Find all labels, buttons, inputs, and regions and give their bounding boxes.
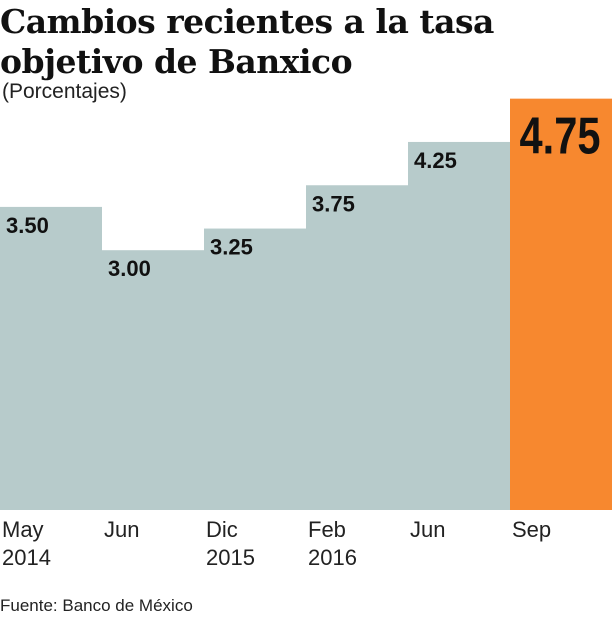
bar	[102, 250, 204, 510]
x-tick-label: 2016	[308, 545, 357, 570]
bar	[408, 141, 510, 510]
bar-chart: 3.50 May 2014 3.00 Jun 3.25 Dic 2015 3.75 Feb 2016…	[0, 98, 612, 570]
data-label: 4.75	[520, 106, 601, 165]
data-label: 3.50	[6, 213, 49, 238]
data-label: 3.00	[108, 256, 151, 281]
data-label: 3.75	[312, 191, 355, 216]
title-line-2: objetivo de Banxico	[0, 42, 353, 81]
x-tick-label: Feb	[308, 517, 346, 542]
x-tick-label: Sep	[512, 517, 551, 542]
bar	[306, 185, 408, 510]
data-label: 3.25	[210, 235, 253, 260]
x-tick-label: Dic	[206, 517, 238, 542]
bar	[204, 228, 306, 511]
source-note: Fuente: Banco de México	[0, 596, 193, 615]
x-tick-label: May	[2, 517, 44, 542]
chart-subtitle: (Porcentajes)	[2, 80, 127, 103]
x-tick-label: 2014	[2, 545, 51, 570]
x-tick-label: Jun	[410, 517, 445, 542]
bar	[0, 206, 102, 510]
x-tick-label: 2015	[206, 545, 255, 570]
x-tick-label: Jun	[104, 517, 139, 542]
data-label: 4.25	[414, 148, 457, 173]
chart-title: Cambios recientes a la tasa objetivo de …	[0, 2, 494, 82]
bar	[510, 98, 612, 511]
title-line-1: Cambios recientes a la tasa	[0, 2, 494, 41]
